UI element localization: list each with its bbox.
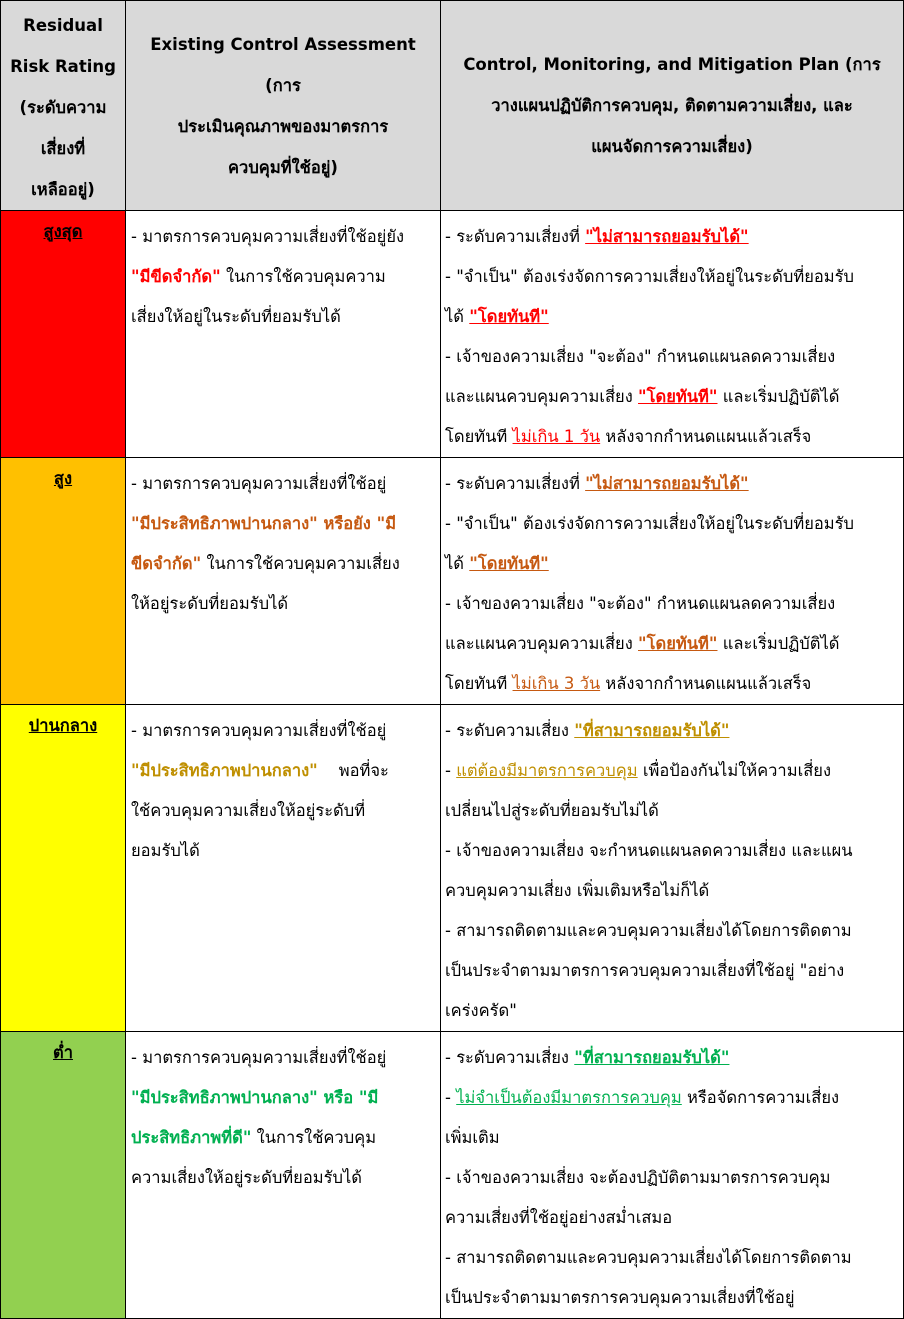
text-line: - เจ้าของความเสี่ยง จะกำหนดแผนลดความเสี่…	[445, 841, 853, 860]
text-line: เสี่ยงให้อยู่ในระดับที่ยอมรับได้	[131, 307, 341, 326]
text-line: เคร่งครัด"	[445, 1001, 517, 1020]
header-row: Residual Risk Rating (ระดับความ เสี่ยงที…	[0, 0, 904, 211]
plan-cell: - ระดับความเสี่ยง "ที่สามารถยอมรับได้" -…	[440, 1031, 904, 1319]
assessment-cell: - มาตรการควบคุมความเสี่ยงที่ใช้อยู่ยัง "…	[125, 210, 441, 458]
text-line: ได้ "โดยทันที"	[445, 554, 549, 573]
text-line: "มีประสิทธิภาพปานกลาง" หรือ "มี	[131, 1088, 379, 1107]
text-line: ความเสี่ยงที่ใช้อยู่อย่างสม่ำเสมอ	[445, 1208, 673, 1227]
text-line: - ระดับความเสี่ยงที่ "ไม่สามารถยอมรับได้…	[445, 474, 749, 493]
header-rating: Residual Risk Rating (ระดับความ เสี่ยงที…	[0, 0, 126, 211]
text-line: - ระดับความเสี่ยง "ที่สามารถยอมรับได้"	[445, 721, 730, 740]
text-line: - "จำเป็น" ต้องเร่งจัดการความเสี่ยงให้อย…	[445, 267, 854, 286]
header-assessment: Existing Control Assessment (การ ประเมิน…	[125, 0, 441, 211]
text-line: - ระดับความเสี่ยงที่ "ไม่สามารถยอมรับได้…	[445, 227, 749, 246]
text-line: - สามารถติดตามและควบคุมความเสี่ยงได้โดยก…	[445, 921, 852, 940]
rating-cell: สูง	[0, 457, 126, 705]
assessment-cell: - มาตรการควบคุมความเสี่ยงที่ใช้อยู่ "มีป…	[125, 704, 441, 1032]
text-line: โดยทันที ไม่เกิน 1 วัน หลังจากกำหนดแผนแล…	[445, 427, 812, 446]
text-line: เป็นประจำตามมาตรการควบคุมความเสี่ยงที่ใช…	[445, 1288, 795, 1307]
text-line: - แต่ต้องมีมาตรการควบคุม เพื่อป้องกันไม่…	[445, 761, 832, 780]
text-line: - เจ้าของความเสี่ยง "จะต้อง" กำหนดแผนลดค…	[445, 347, 836, 366]
text-line: "มีประสิทธิภาพปานกลาง" พอที่จะ	[131, 761, 389, 780]
text-line: - ไม่จำเป็นต้องมีมาตรการควบคุม หรือจัดกา…	[445, 1088, 840, 1107]
text-line: ประสิทธิภาพที่ดี" ในการใช้ควบคุม	[131, 1128, 377, 1147]
text-line: - ระดับความเสี่ยง "ที่สามารถยอมรับได้"	[445, 1048, 730, 1067]
rating-cell: สูงสุด	[0, 210, 126, 458]
text-line: - เจ้าของความเสี่ยง จะต้องปฏิบัติตามมาตร…	[445, 1168, 831, 1187]
header-plan: Control, Monitoring, and Mitigation Plan…	[440, 0, 904, 211]
text-line: - เจ้าของความเสี่ยง "จะต้อง" กำหนดแผนลดค…	[445, 594, 836, 613]
plan-cell: - ระดับความเสี่ยงที่ "ไม่สามารถยอมรับได้…	[440, 210, 904, 458]
rating-cell: ปานกลาง	[0, 704, 126, 1032]
text-line: ยอมรับได้	[131, 841, 200, 860]
table-row-medium: ปานกลาง - มาตรการควบคุมความเสี่ยงที่ใช้อ…	[0, 704, 904, 1032]
plan-cell: - ระดับความเสี่ยงที่ "ไม่สามารถยอมรับได้…	[440, 457, 904, 705]
text-line: ความเสี่ยงให้อยู่ระดับที่ยอมรับได้	[131, 1168, 362, 1187]
table-row-low: ต่ำ - มาตรการควบคุมความเสี่ยงที่ใช้อยู่ …	[0, 1031, 904, 1319]
table-row-very-high: สูงสุด - มาตรการควบคุมความเสี่ยงที่ใช้อย…	[0, 210, 904, 458]
text-line: - "จำเป็น" ต้องเร่งจัดการความเสี่ยงให้อย…	[445, 514, 854, 533]
text-line: "มีประสิทธิภาพปานกลาง" หรือยัง "มี	[131, 514, 397, 533]
plan-cell: - ระดับความเสี่ยง "ที่สามารถยอมรับได้" -…	[440, 704, 904, 1032]
text-line: ได้ "โดยทันที"	[445, 307, 549, 326]
text-line: เป็นประจำตามมาตรการควบคุมความเสี่ยงที่ใช…	[445, 961, 845, 980]
text-line: ควบคุมความเสี่ยง เพิ่มเติมหรือไม่ก็ได้	[445, 881, 710, 900]
text-line: และแผนควบคุมความเสี่ยง "โดยทันที" และเริ…	[445, 387, 840, 406]
text-line: - มาตรการควบคุมความเสี่ยงที่ใช้อยู่	[131, 1048, 387, 1067]
rating-cell: ต่ำ	[0, 1031, 126, 1319]
text-line: - มาตรการควบคุมความเสี่ยงที่ใช้อยู่	[131, 721, 387, 740]
assessment-cell: - มาตรการควบคุมความเสี่ยงที่ใช้อยู่ "มีป…	[125, 1031, 441, 1319]
text-line: เพิ่มเติม	[445, 1128, 500, 1147]
text-line: เปลี่ยนไปสู่ระดับที่ยอมรับไม่ได้	[445, 801, 659, 820]
text-line: ใช้ควบคุมความเสี่ยงให้อยู่ระดับที่	[131, 801, 366, 820]
text-line: - มาตรการควบคุมความเสี่ยงที่ใช้อยู่	[131, 474, 387, 493]
text-line: - สามารถติดตามและควบคุมความเสี่ยงได้โดยก…	[445, 1248, 852, 1267]
text-line: ขีดจำกัด" ในการใช้ควบคุมความเสี่ยง	[131, 554, 400, 573]
text-line: โดยทันที ไม่เกิน 3 วัน หลังจากกำหนดแผนแล…	[445, 674, 812, 693]
text-line: และแผนควบคุมความเสี่ยง "โดยทันที" และเริ…	[445, 634, 840, 653]
text-line: "มีขีดจำกัด" ในการใช้ควบคุมความ	[131, 267, 386, 286]
text-line: ให้อยู่ระดับที่ยอมรับได้	[131, 594, 289, 613]
assessment-cell: - มาตรการควบคุมความเสี่ยงที่ใช้อยู่ "มีป…	[125, 457, 441, 705]
text-line: - มาตรการควบคุมความเสี่ยงที่ใช้อยู่ยัง	[131, 227, 405, 246]
table-row-high: สูง - มาตรการควบคุมความเสี่ยงที่ใช้อยู่ …	[0, 457, 904, 705]
